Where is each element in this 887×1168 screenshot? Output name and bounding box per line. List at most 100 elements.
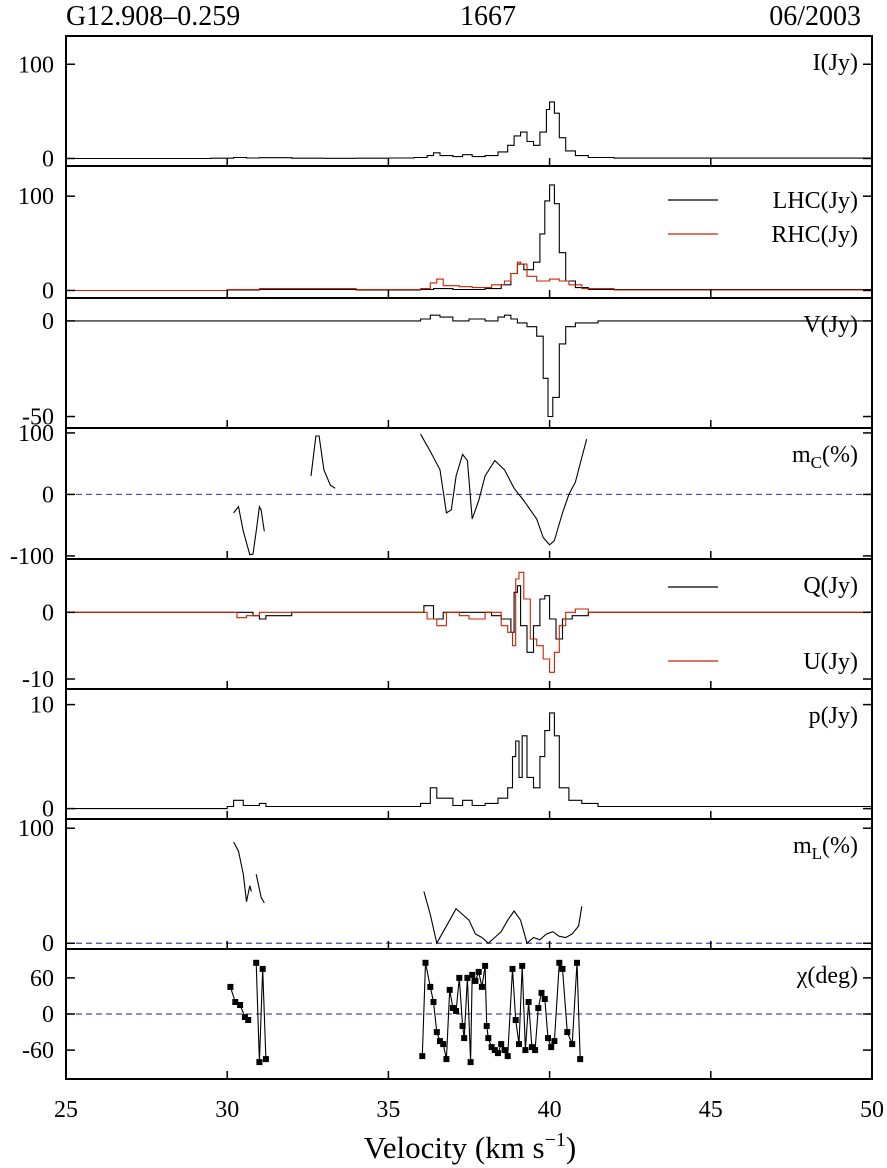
panel-frame-mL [65,818,873,950]
marker-chi-2-40 [545,1035,551,1042]
ytick-label-mL-0: 0 [42,931,54,957]
marker-chi-2-0 [419,1053,426,1060]
marker-chi-2-46 [569,1041,576,1048]
panel-LR: 0 100 LHC(Jy) RHC(Jy) [18,165,873,304]
marker-chi-2-37 [535,1005,542,1011]
marker-chi-2-24 [491,1047,498,1054]
ytick-label-V-0: -50 [22,405,54,431]
marker-chi-2-23 [488,1044,495,1051]
marker-chi-2-15 [467,1059,474,1066]
marker-chi-2-16 [469,971,476,978]
series-mC-2 [420,433,588,546]
panel-frame-LR [65,165,873,299]
marker-chi-2-3 [430,999,437,1005]
marker-chi-2-35 [528,1044,535,1051]
marker-chi-2-8 [446,986,453,993]
ytick-label-p-0: 0 [42,797,54,823]
marker-chi-2-9 [449,1005,456,1011]
marker-chi-0-3 [241,1014,248,1020]
xtick-label-2: 35 [376,1097,400,1123]
source-name: G12.908–0.259 [66,1,241,32]
marker-chi-2-31 [516,1041,522,1048]
panel-frame-mC [65,427,873,560]
panel-label-mL: mL(%) [793,833,858,863]
series-p-0 [66,712,872,810]
ytick-label-I-0: 0 [42,146,54,172]
panel-label-mC: mC(%) [792,442,858,472]
marker-chi-1-0 [253,959,260,966]
marker-chi-2-26 [498,1041,505,1048]
series-LR-1 [66,261,872,292]
transition-frequency: 1667 [460,1,516,32]
ytick-label-p-1: 10 [30,693,54,719]
marker-chi-2-14 [464,974,471,981]
marker-chi-2-10 [453,1008,460,1014]
panel-mL: 0 100 mL(%) [18,816,873,957]
marker-chi-2-36 [532,1047,539,1054]
marker-chi-2-34 [525,999,532,1005]
marker-chi-2-38 [538,989,545,996]
xtick-label-4: 45 [699,1097,723,1123]
panel-label-V: V(Jy) [803,312,858,338]
marker-chi-2-21 [483,1023,490,1029]
ytick-label-chi-0: -60 [22,1038,54,1064]
panel-label-QU: Q(Jy) [803,573,858,599]
series-mL-1 [255,874,265,904]
marker-chi-2-42 [551,1038,558,1045]
panel-label2-LR: RHC(Jy) [771,222,858,248]
ytick-label-mC-2: 100 [18,421,54,447]
marker-chi-1-1 [256,1059,263,1066]
xtick-label-3: 40 [538,1097,562,1123]
series-LR-0 [66,184,872,292]
marker-chi-2-25 [495,1050,501,1057]
series-chi-2 [421,960,581,1063]
panel-frame-p [65,688,873,820]
marker-chi-2-2 [427,983,434,990]
marker-chi-2-12 [459,1023,466,1029]
panel-label-I: I(Jy) [813,50,858,76]
xtick-label-5: 50 [860,1097,884,1123]
panel-frame-V [65,297,873,429]
marker-chi-2-7 [443,1056,450,1063]
marker-chi-2-43 [556,959,563,966]
panel-label-p: p(Jy) [809,703,858,729]
xtick-label-0: 25 [54,1097,78,1123]
series-mC-0 [233,504,265,556]
marker-chi-2-41 [548,1044,555,1051]
series-mL-2 [423,891,583,945]
marker-chi-2-6 [440,1041,447,1048]
panel-label2-QU: U(Jy) [803,649,858,675]
ytick-label-chi-1: 0 [42,1002,54,1028]
marker-chi-2-4 [433,1029,440,1036]
ytick-label-I-1: 100 [18,52,54,78]
series-mC-1 [310,435,336,489]
panel-I: 0 100 I(Jy) [18,35,873,172]
marker-chi-2-29 [509,965,516,972]
series-mL-0 [233,841,252,902]
ytick-label-LR-1: 100 [18,184,54,210]
panel-V: -50 0 V(Jy) [22,297,873,431]
marker-chi-2-48 [577,1056,584,1063]
observation-epoch: 06/2003 [769,1,861,32]
series-V-0 [66,314,872,418]
series-I-0 [66,101,872,160]
panel-frame-QU [65,558,873,690]
marker-chi-1-3 [262,1056,269,1063]
marker-chi-2-11 [456,974,463,981]
marker-chi-2-33 [522,1047,529,1054]
ytick-label-QU-1: 0 [42,600,54,626]
x-axis-label: Velocity (km s−1) [364,1129,576,1165]
marker-chi-1-2 [259,965,266,972]
marker-chi-2-47 [574,959,580,966]
ytick-label-mC-0: -100 [10,544,54,570]
panel-frame-I [65,35,873,167]
marker-chi-0-0 [227,983,234,990]
ytick-label-LR-0: 0 [42,278,54,304]
ytick-label-chi-2: 60 [30,966,54,992]
marker-chi-2-1 [422,959,429,966]
panel-p: 0 10 p(Jy) [30,688,873,823]
ytick-label-mL-1: 100 [18,816,54,842]
marker-chi-2-22 [485,1035,492,1042]
panel-chi: -60 0 60 χ(deg) [22,948,873,1080]
marker-chi-2-17 [472,977,479,984]
